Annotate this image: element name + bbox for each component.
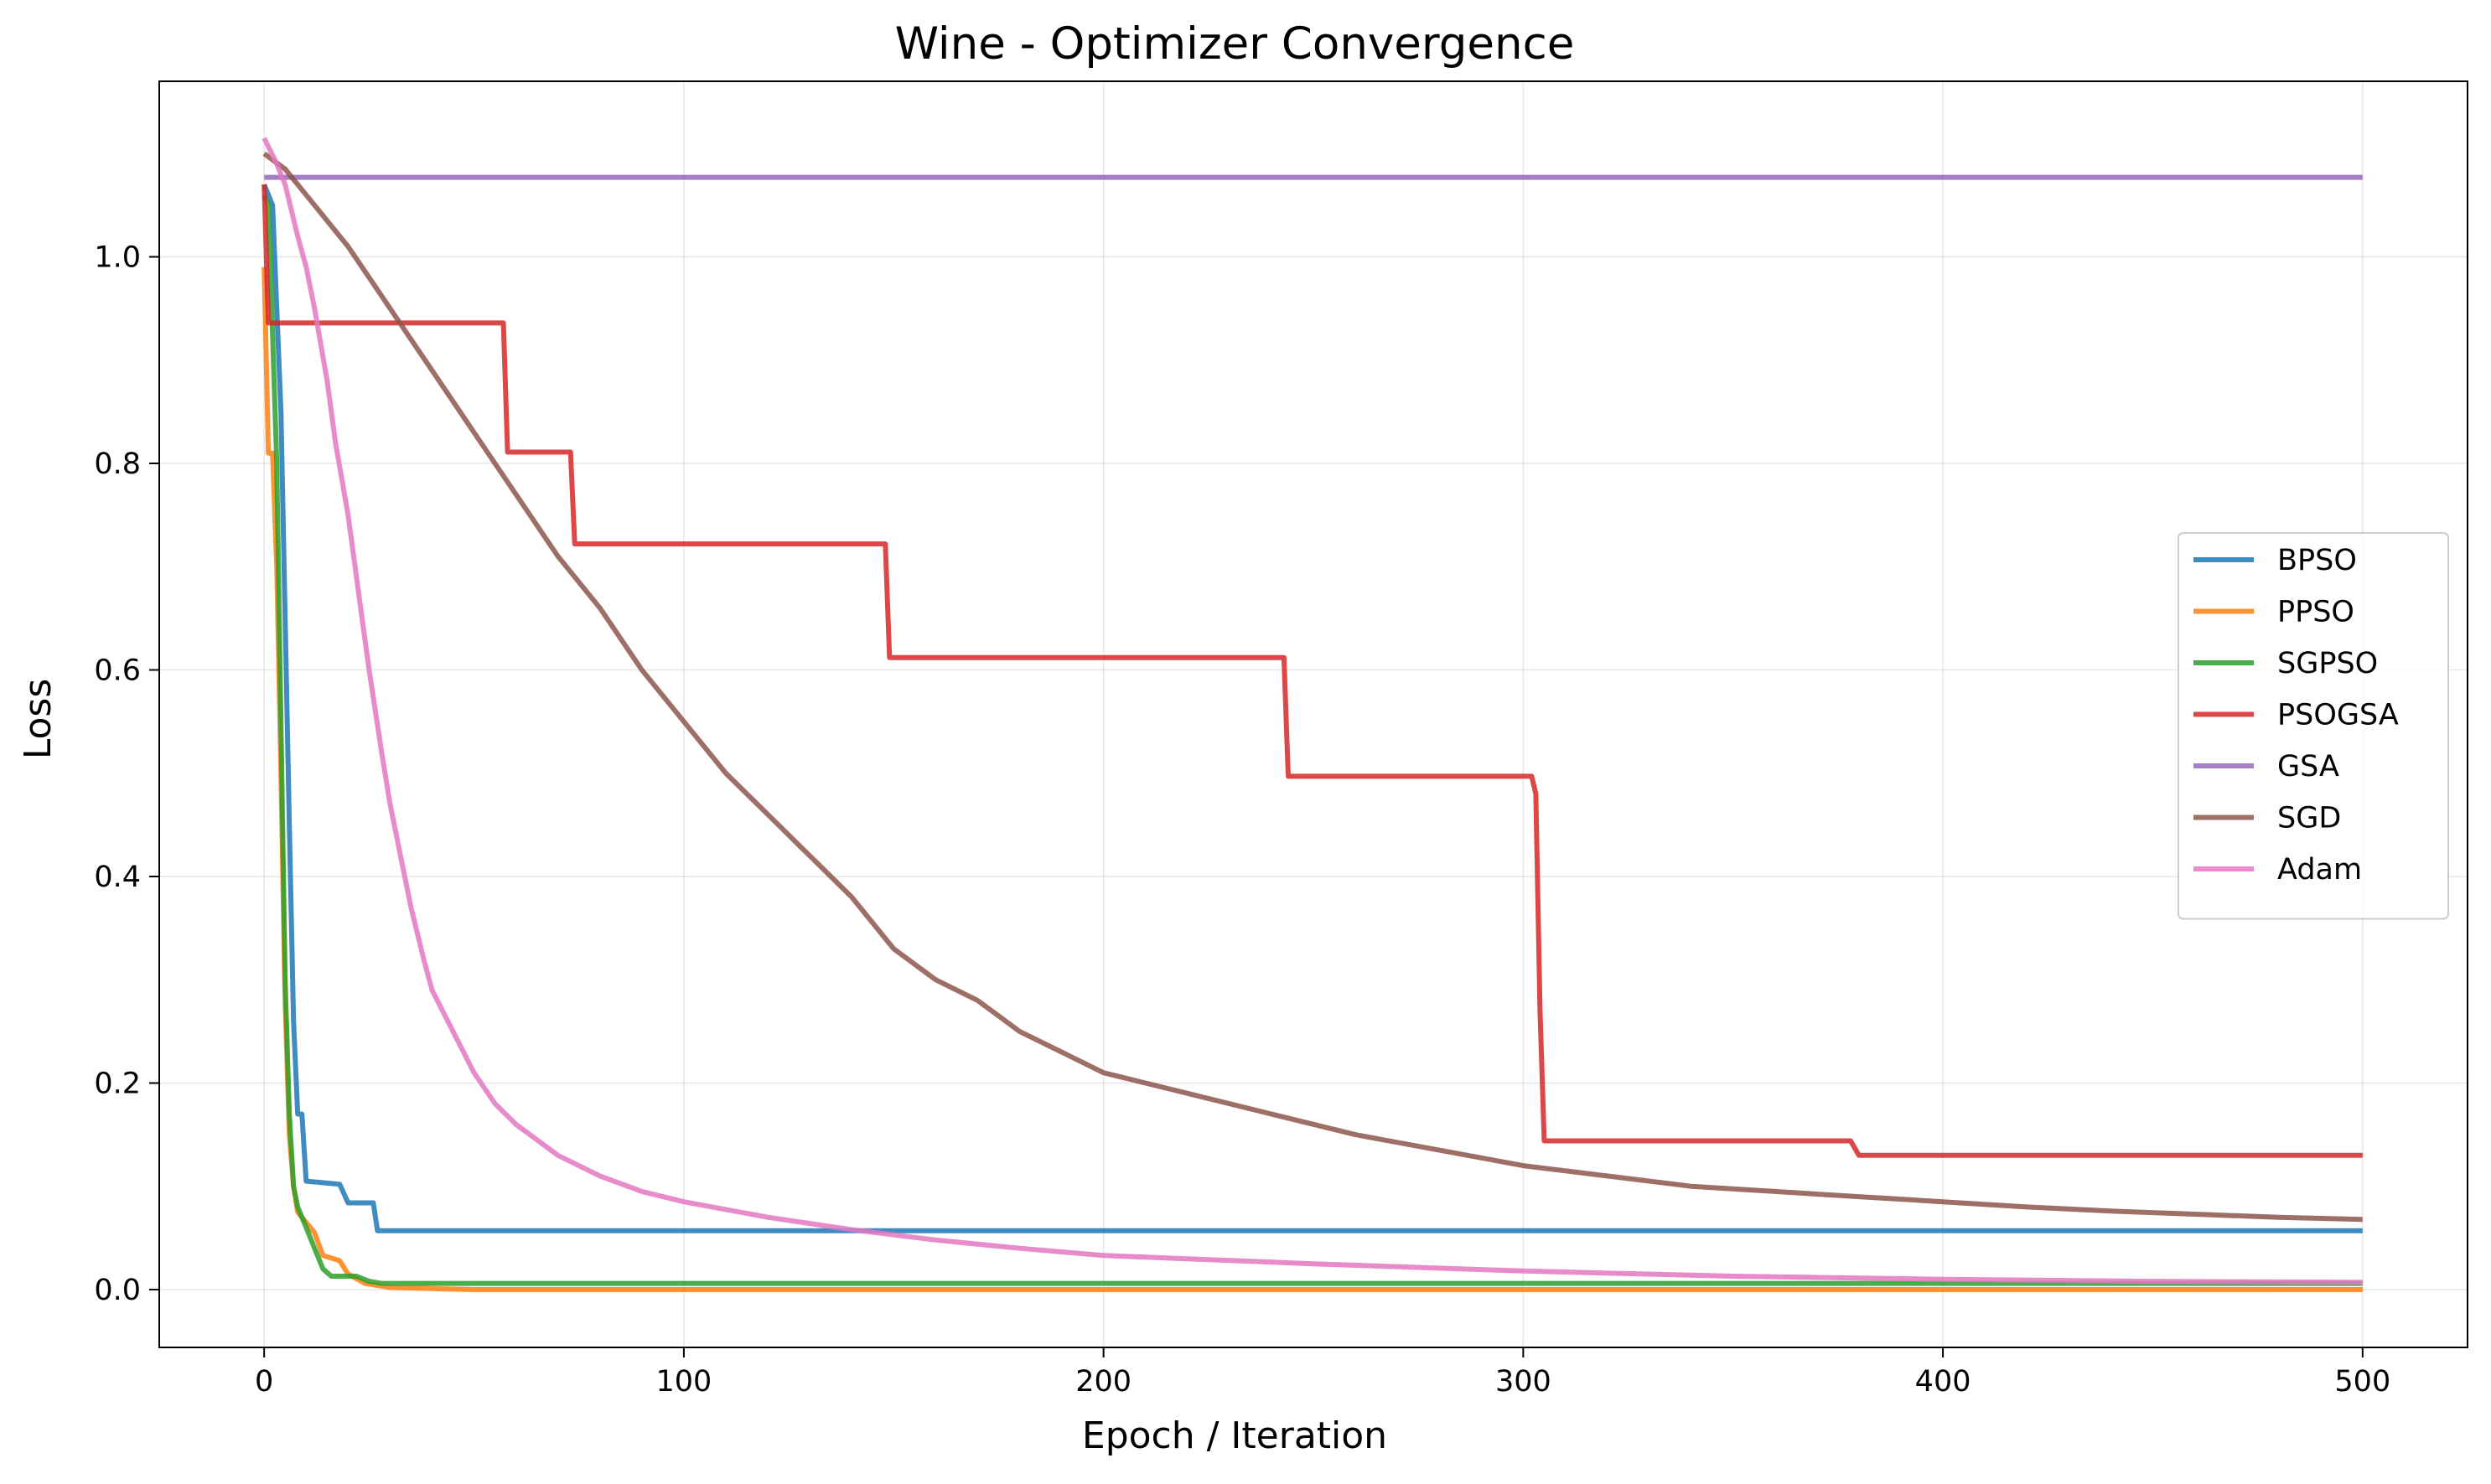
legend-label: PSOGSA	[2277, 699, 2399, 732]
y-axis-label: Loss	[17, 679, 60, 760]
chart-title: Wine - Optimizer Convergence	[895, 18, 1575, 70]
x-tick-label: 100	[656, 1365, 712, 1399]
x-tick-label: 0	[255, 1365, 273, 1399]
series-line-bpso	[262, 184, 2363, 1233]
y-tick-label: 0.8	[94, 447, 141, 481]
x-axis-label: Epoch / Iteration	[1082, 1414, 1387, 1457]
legend-label: PPSO	[2277, 596, 2354, 629]
x-tick-label: 400	[1915, 1365, 1971, 1399]
legend-label: SGPSO	[2277, 647, 2378, 680]
x-tick-label: 200	[1075, 1365, 1132, 1399]
y-tick-label: 0.4	[94, 861, 141, 894]
x-tick-label: 300	[1495, 1365, 1551, 1399]
legend-label: Adam	[2277, 853, 2362, 887]
y-tick-label: 0.2	[94, 1067, 141, 1100]
y-tick-label: 1.0	[94, 241, 141, 275]
plot-frame	[158, 80, 2468, 1348]
series-line-sgpso	[262, 194, 2363, 1286]
legend-label: SGD	[2277, 802, 2341, 835]
legend-label: BPSO	[2277, 544, 2357, 577]
series-lines	[262, 137, 2363, 1292]
x-axis-ticks: 0 100 200 300 400 500	[255, 1347, 2390, 1399]
y-axis-ticks: 0.0 0.2 0.4 0.6 0.8 1.0	[94, 241, 159, 1307]
y-tick-label: 0.6	[94, 654, 141, 688]
series-line-psogsa	[262, 184, 2363, 1158]
legend: BPSO PPSO SGPSO PSOGSA GSA SGD Adam	[2178, 532, 2449, 920]
y-tick-label: 0.0	[94, 1274, 141, 1307]
legend-box	[2178, 532, 2449, 920]
x-tick-label: 500	[2334, 1365, 2390, 1399]
series-line-adam	[262, 137, 2363, 1285]
series-line-sgd	[262, 151, 2363, 1223]
legend-label: GSA	[2277, 750, 2339, 783]
